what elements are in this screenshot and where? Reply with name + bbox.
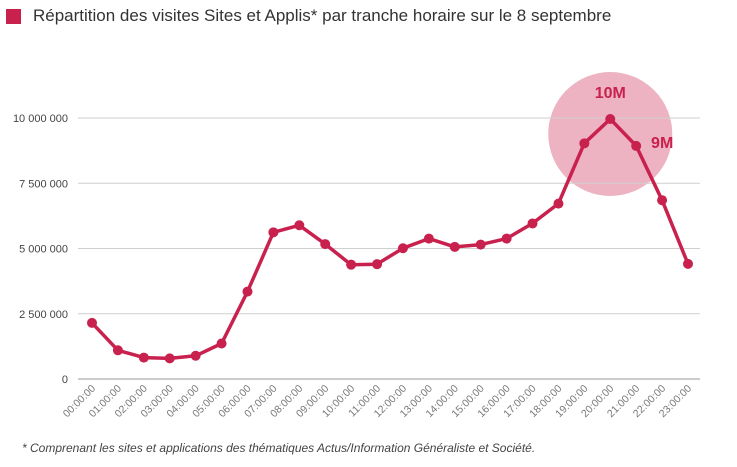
annotations: 10M 9M bbox=[595, 85, 674, 152]
data-point bbox=[501, 233, 512, 244]
data-point bbox=[475, 239, 486, 250]
data-point bbox=[87, 317, 97, 328]
data-point bbox=[397, 243, 408, 254]
y-tick-label: 7 500 000 bbox=[19, 178, 68, 190]
data-point bbox=[216, 338, 227, 349]
data-point bbox=[346, 259, 357, 270]
data-point bbox=[605, 114, 616, 125]
data-point bbox=[449, 241, 460, 252]
peak-highlight-circle bbox=[548, 72, 673, 196]
data-point bbox=[294, 220, 305, 231]
annotation-peak-label: 10M bbox=[595, 85, 626, 102]
data-point bbox=[164, 353, 175, 364]
data-point bbox=[579, 138, 590, 149]
x-axis: 00:00:0001:00:0002:00:0003:00:0004:00:00… bbox=[61, 383, 694, 421]
annotation-secondary-label: 9M bbox=[651, 135, 673, 152]
series-visits bbox=[87, 114, 693, 364]
data-point bbox=[190, 350, 201, 361]
data-point bbox=[553, 198, 564, 209]
data-point bbox=[372, 259, 383, 270]
data-point bbox=[138, 352, 149, 363]
data-point bbox=[683, 258, 693, 269]
data-point bbox=[112, 345, 123, 356]
data-point bbox=[527, 218, 538, 229]
data-point bbox=[631, 140, 642, 151]
footnote: * Comprenant les sites et applications d… bbox=[22, 441, 536, 455]
y-tick-label: 2 500 000 bbox=[19, 309, 68, 321]
chart-header: Répartition des visites Sites et Applis*… bbox=[6, 6, 611, 26]
y-tick-label: 10 000 000 bbox=[13, 113, 68, 125]
data-point bbox=[320, 239, 331, 250]
y-tick-label: 0 bbox=[62, 374, 68, 386]
gridlines bbox=[78, 117, 700, 380]
legend-swatch bbox=[6, 8, 21, 24]
y-axis: 0 2 500 000 5 000 000 7 500 000 10 000 000 bbox=[13, 113, 68, 386]
y-tick-label: 5 000 000 bbox=[19, 244, 68, 256]
chart-title: Répartition des visites Sites et Applis*… bbox=[33, 6, 612, 25]
data-point bbox=[657, 195, 668, 206]
data-point bbox=[268, 227, 279, 238]
data-point bbox=[423, 233, 434, 244]
data-point bbox=[242, 286, 253, 297]
